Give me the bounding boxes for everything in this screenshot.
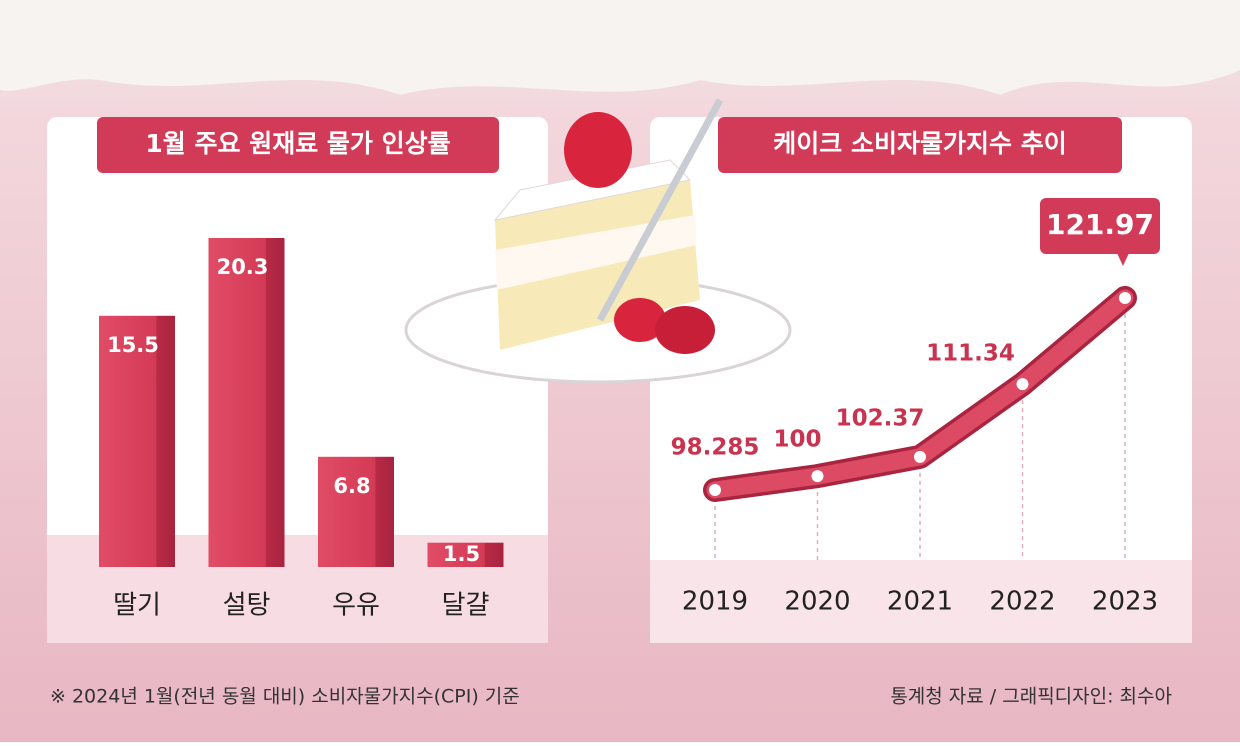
bar xyxy=(99,315,175,567)
point xyxy=(811,470,824,483)
point xyxy=(709,484,721,496)
value-label: 15.5 xyxy=(107,333,159,357)
highlight-box xyxy=(1040,198,1160,254)
x-tick-label: 우유 xyxy=(332,591,380,621)
value-label: 1.5 xyxy=(443,542,480,566)
value-label: 6.8 xyxy=(333,474,370,498)
chart-title: 1월 주요 원재료 물가 인상률 xyxy=(145,129,450,158)
x-tick-label: 2023 xyxy=(1092,587,1158,617)
value-label: 98.285 xyxy=(671,435,760,461)
bar xyxy=(318,456,394,567)
value-label: 111.34 xyxy=(926,341,1015,367)
highlight-pointer xyxy=(1117,253,1129,266)
x-tick-label: 2020 xyxy=(784,587,850,617)
x-tick-label: 달걀 xyxy=(442,591,490,621)
title-banner xyxy=(97,117,499,173)
cream-drip xyxy=(0,0,1240,95)
title-banner xyxy=(718,117,1122,173)
point xyxy=(1119,292,1131,304)
x-tick-label: 딸기 xyxy=(113,591,161,621)
x-tick-label: 2019 xyxy=(682,587,748,617)
value-label: 102.37 xyxy=(836,405,925,431)
value-label: 100 xyxy=(773,427,821,453)
bar xyxy=(208,238,285,567)
cake-illustration xyxy=(404,98,792,384)
x-tick-label: 설탕 xyxy=(223,591,271,621)
value-label: 121.97 xyxy=(1046,208,1154,241)
point xyxy=(1016,378,1029,391)
x-tick-label: 2021 xyxy=(887,587,953,617)
x-tick-label: 2022 xyxy=(989,587,1055,617)
value-label: 20.3 xyxy=(217,255,269,279)
bar xyxy=(427,542,504,567)
chart-title: 케이크 소비자물가지수 추이 xyxy=(773,129,1066,158)
footnote: ※ 2024년 1월(전년 동월 대비) 소비자물가지수(CPI) 기준 xyxy=(50,686,520,708)
source: 통계청 자료 / 그래픽디자인: 최수아 xyxy=(890,686,1172,708)
point xyxy=(914,450,926,463)
right-floor xyxy=(650,560,1192,643)
